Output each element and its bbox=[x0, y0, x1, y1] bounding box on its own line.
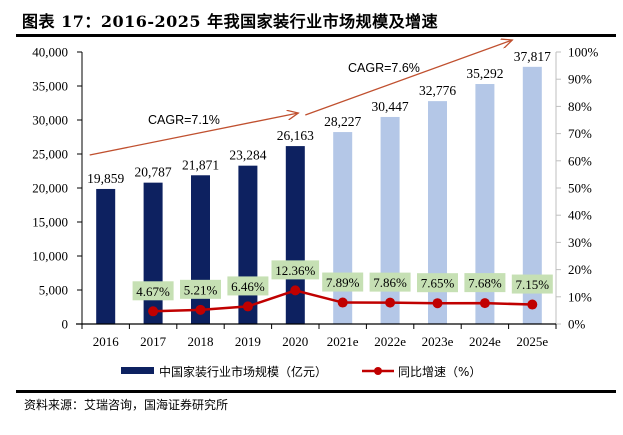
title-divider bbox=[16, 34, 616, 37]
y-right-tick-label: 40% bbox=[568, 208, 592, 223]
legend-label-bar: 中国家装行业市场规模（亿元） bbox=[159, 364, 327, 379]
footer-divider bbox=[16, 390, 616, 393]
axes: 0 5,000 10,000 15,000 20,000 25,000 30,000 35,0… bbox=[32, 45, 598, 350]
bar-2021e bbox=[333, 132, 353, 324]
y-left-tick-label: 25,000 bbox=[32, 147, 68, 162]
x-tick-label: 2021e bbox=[327, 334, 359, 349]
bar-value-label: 19,859 bbox=[87, 171, 124, 186]
growth-value-label: 7.15% bbox=[516, 277, 550, 292]
y-right-tick-label: 60% bbox=[568, 153, 592, 168]
legend: 中国家装行业市场规模（亿元） 同比增速（%） bbox=[121, 364, 481, 379]
y-left-tick-label: 10,000 bbox=[32, 249, 68, 264]
y-left-tick-label: 5,000 bbox=[39, 283, 68, 298]
growth-value-label: 7.68% bbox=[468, 276, 502, 291]
bar-value-label: 32,776 bbox=[419, 83, 456, 98]
bar-2022e bbox=[380, 116, 400, 324]
legend-label-line: 同比增速（%） bbox=[398, 365, 481, 379]
y-left-tick-label: 35,000 bbox=[32, 79, 68, 94]
growth-label-bg bbox=[369, 272, 411, 292]
y-left-tick-label: 0 bbox=[62, 317, 69, 332]
data-labels: 19,859 20,787 21,871 23,284 26,163 28,227 30,4… bbox=[87, 49, 553, 301]
growth-point-2019 bbox=[242, 301, 253, 312]
growth-value-label: 5.21% bbox=[184, 282, 218, 297]
growth-point-2017 bbox=[148, 306, 159, 317]
bar-2025e bbox=[522, 66, 542, 325]
growth-value-label: 12.36% bbox=[275, 263, 315, 278]
bar-value-label: 23,284 bbox=[229, 148, 266, 163]
y-right-tick-label: 10% bbox=[568, 289, 592, 304]
x-tick-label: 2019 bbox=[235, 334, 261, 349]
y-right-tick-label: 30% bbox=[568, 235, 592, 250]
growth-label-bg bbox=[132, 281, 174, 301]
growth-value-label: 7.65% bbox=[421, 276, 455, 291]
bar-value-label: 26,163 bbox=[277, 128, 314, 143]
bar-value-label: 30,447 bbox=[372, 99, 409, 114]
x-tick-label: 2023e bbox=[422, 334, 454, 349]
cagr-label-2020-2025: CAGR=7.6% bbox=[348, 61, 420, 75]
bar-value-label: 21,871 bbox=[182, 157, 219, 172]
x-tick-label: 2022e bbox=[374, 334, 406, 349]
legend-swatch-marker bbox=[374, 367, 382, 375]
x-tick-label: 2024e bbox=[469, 334, 501, 349]
bar-value-label: 35,292 bbox=[466, 66, 503, 81]
y-right-tick-label: 0% bbox=[568, 317, 586, 332]
growth-label-bg bbox=[464, 273, 506, 293]
growth-point-2024e bbox=[479, 298, 490, 309]
growth-value-label: 4.67% bbox=[136, 284, 170, 299]
bar-value-label: 28,227 bbox=[324, 114, 361, 129]
y-right-tick-label: 70% bbox=[568, 126, 592, 141]
bar-2016 bbox=[96, 188, 116, 324]
bar-2024e bbox=[475, 84, 495, 324]
growth-label-bg bbox=[417, 273, 458, 293]
x-tick-label: 2020 bbox=[282, 334, 308, 349]
bar-2020 bbox=[285, 146, 305, 324]
y-right-tick-label: 80% bbox=[568, 99, 592, 114]
bar-2017 bbox=[143, 182, 163, 324]
growth-line-series bbox=[148, 285, 538, 317]
x-tick-label: 2025e bbox=[516, 334, 548, 349]
x-tick-label: 2017 bbox=[140, 334, 167, 349]
growth-label-bg bbox=[227, 276, 269, 296]
growth-point-2023e bbox=[432, 298, 443, 309]
cagr-arrow-2016-2020 bbox=[89, 113, 299, 156]
growth-point-2018 bbox=[195, 304, 206, 315]
y-left-tick-label: 40,000 bbox=[32, 45, 68, 60]
x-tick-label: 2018 bbox=[188, 334, 214, 349]
source-note: 资料来源：艾瑞咨询，国海证券研究所 bbox=[24, 398, 229, 412]
y-left-tick-label: 15,000 bbox=[32, 215, 68, 230]
chart-title: 图表 17：2016-2025 年我国家装行业市场规模及增速 bbox=[22, 12, 439, 31]
y-left-tick-label: 20,000 bbox=[32, 181, 68, 196]
y-right-tick-label: 50% bbox=[568, 181, 592, 196]
growth-label-bg bbox=[322, 272, 364, 292]
growth-point-2022e bbox=[385, 297, 396, 308]
growth-value-label: 7.86% bbox=[373, 275, 407, 290]
legend-swatch-bar bbox=[121, 367, 154, 374]
growth-value-label: 6.46% bbox=[231, 279, 265, 294]
cagr-arrows: CAGR=7.1% CAGR=7.6% bbox=[89, 40, 513, 156]
y-right-tick-label: 90% bbox=[568, 72, 592, 87]
growth-point-2021e bbox=[337, 297, 348, 308]
bar-2023e bbox=[428, 101, 447, 324]
cagr-label-2016-2020: CAGR=7.1% bbox=[148, 113, 220, 127]
bar-value-label: 20,787 bbox=[135, 165, 172, 180]
growth-point-2025e bbox=[527, 299, 538, 310]
y-right-tick-label: 20% bbox=[568, 262, 592, 277]
bar-2018 bbox=[191, 175, 210, 324]
bar-value-label: 37,817 bbox=[514, 49, 551, 64]
cagr-arrow-2020-2025 bbox=[305, 40, 512, 116]
growth-label-bg bbox=[180, 279, 221, 299]
growth-point-2020 bbox=[290, 285, 301, 296]
x-tick-label: 2016 bbox=[93, 334, 120, 349]
y-right-tick-label: 100% bbox=[568, 45, 599, 60]
growth-value-label: 7.89% bbox=[326, 275, 360, 290]
y-left-tick-label: 30,000 bbox=[32, 113, 68, 128]
bar-2019 bbox=[238, 165, 258, 324]
growth-label-bg bbox=[271, 260, 320, 280]
growth-label-bg bbox=[511, 274, 553, 294]
